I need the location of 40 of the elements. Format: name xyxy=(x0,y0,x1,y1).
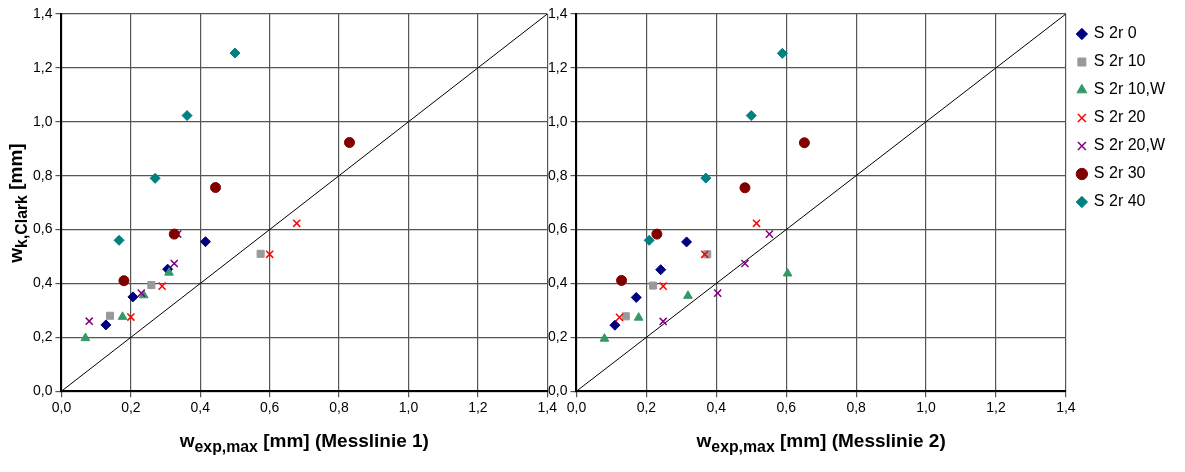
x-tick-label: 1,4 xyxy=(1056,399,1076,416)
y-tick-label: 1,2 xyxy=(547,58,568,75)
y-tick-label: 1,2 xyxy=(32,58,53,75)
x-tick-label: 0,2 xyxy=(121,399,141,416)
y-tick-label: 0,4 xyxy=(32,274,53,291)
x-tick-label: 1,0 xyxy=(916,399,936,416)
y-tick-label: 0,6 xyxy=(547,220,568,237)
y-tick-label: 1,0 xyxy=(32,112,53,129)
x-axis-title: w$_{exp,max}$ [mm] (Messlinie 1) xyxy=(179,430,429,456)
legend-label: S 2r 30 xyxy=(1093,164,1146,182)
x-tick-label: 0,2 xyxy=(636,399,657,416)
y-tick-label: 0,0 xyxy=(547,382,568,399)
legend-label: S 2r 10 xyxy=(1093,52,1146,70)
legend-label: S 2r 20 xyxy=(1093,108,1146,126)
y-tick-label: 0,0 xyxy=(32,382,53,399)
y-tick-label: 0,2 xyxy=(547,328,568,345)
x-tick-label: 0,4 xyxy=(706,399,727,416)
x-tick-label: 0,4 xyxy=(190,399,211,416)
y-tick-label: 0,2 xyxy=(32,328,53,345)
x-tick-label: 1,2 xyxy=(986,399,1006,416)
x-axis-title: w$_{exp,max}$ [mm] (Messlinie 2) xyxy=(696,430,946,456)
legend-label: S 2r 20,W xyxy=(1093,136,1166,154)
x-tick-label: 0,6 xyxy=(776,399,797,416)
x-tick-label: 0,8 xyxy=(846,399,867,416)
y-tick-label: 0,8 xyxy=(547,166,568,183)
legend-label: S 2r 10,W xyxy=(1093,80,1166,98)
legend-label: S 2r 0 xyxy=(1093,24,1137,42)
y-tick-label: 1,0 xyxy=(547,112,568,129)
y-tick-label: 0,8 xyxy=(32,166,53,183)
y-tick-label: 0,6 xyxy=(32,220,53,237)
x-tick-label: 1,0 xyxy=(398,399,419,416)
y-tick-label: 0,4 xyxy=(547,274,568,291)
x-tick-label: 0,6 xyxy=(259,399,280,416)
y-tick-label: 1,4 xyxy=(547,4,568,21)
x-tick-label: 1,2 xyxy=(468,399,488,416)
x-tick-label: 0,0 xyxy=(51,399,72,416)
x-tick-label: 0,0 xyxy=(566,399,587,416)
legend-label: S 2r 40 xyxy=(1093,192,1146,210)
y-tick-label: 1,4 xyxy=(32,4,53,21)
x-tick-label: 0,8 xyxy=(329,399,350,416)
